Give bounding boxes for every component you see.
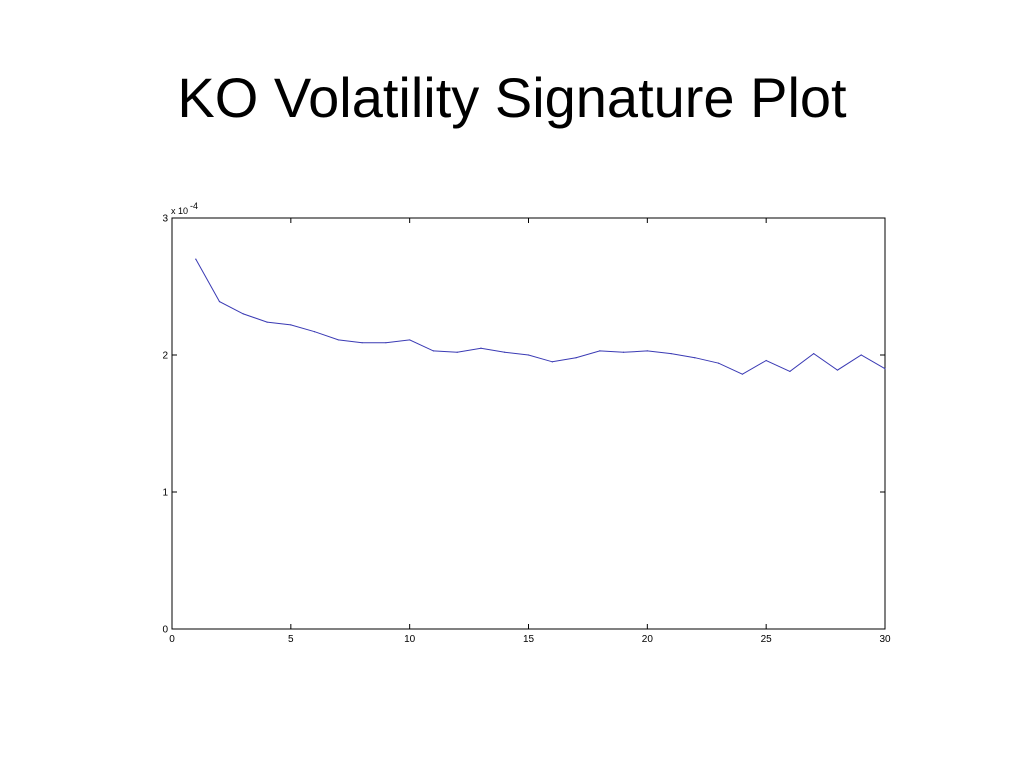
x-tick-label: 25 — [761, 634, 773, 645]
data-point — [836, 369, 839, 371]
data-point — [218, 300, 221, 303]
y-tick-label: 2 — [162, 351, 168, 362]
x-tick-label: 20 — [642, 634, 654, 645]
data-point — [266, 321, 268, 323]
series-line — [195, 258, 886, 375]
data-point — [337, 339, 339, 341]
data-point — [884, 368, 886, 370]
data-point — [504, 351, 506, 353]
plot-frame — [171, 217, 886, 630]
data-point — [813, 353, 815, 355]
x-tick-label: 10 — [404, 634, 416, 645]
data-point — [694, 357, 696, 359]
data-point — [551, 361, 553, 363]
data-point — [195, 258, 197, 260]
data-point — [527, 354, 530, 356]
data-point — [575, 357, 577, 359]
data-point — [741, 373, 744, 375]
data-point — [361, 342, 363, 344]
data-point — [646, 350, 648, 352]
data-point — [242, 313, 244, 315]
data-point — [480, 347, 482, 349]
data-point — [860, 354, 862, 356]
x-tick-label: 30 — [879, 634, 891, 645]
data-point — [314, 331, 316, 333]
data-point — [765, 359, 767, 362]
y-scale-exponent: -4 — [190, 201, 198, 211]
data-point — [599, 350, 601, 352]
x-tick-label: 15 — [523, 634, 535, 645]
data-point — [456, 351, 458, 353]
y-scale-base: x 10 — [171, 206, 188, 216]
data-point — [290, 324, 292, 326]
data-point — [718, 362, 720, 364]
slide-title: KO Volatility Signature Plot — [177, 66, 847, 129]
data-point — [409, 339, 411, 341]
x-tick-label: 5 — [288, 634, 294, 645]
y-tick-label: 0 — [162, 625, 168, 636]
data-point — [385, 342, 387, 344]
data-point — [432, 350, 435, 352]
x-tick-label: 0 — [169, 634, 175, 645]
data-point — [670, 353, 672, 355]
data-point — [789, 370, 791, 373]
y-tick-label: 3 — [162, 214, 168, 225]
data-point — [622, 351, 625, 353]
y-tick-label: 1 — [162, 488, 168, 499]
